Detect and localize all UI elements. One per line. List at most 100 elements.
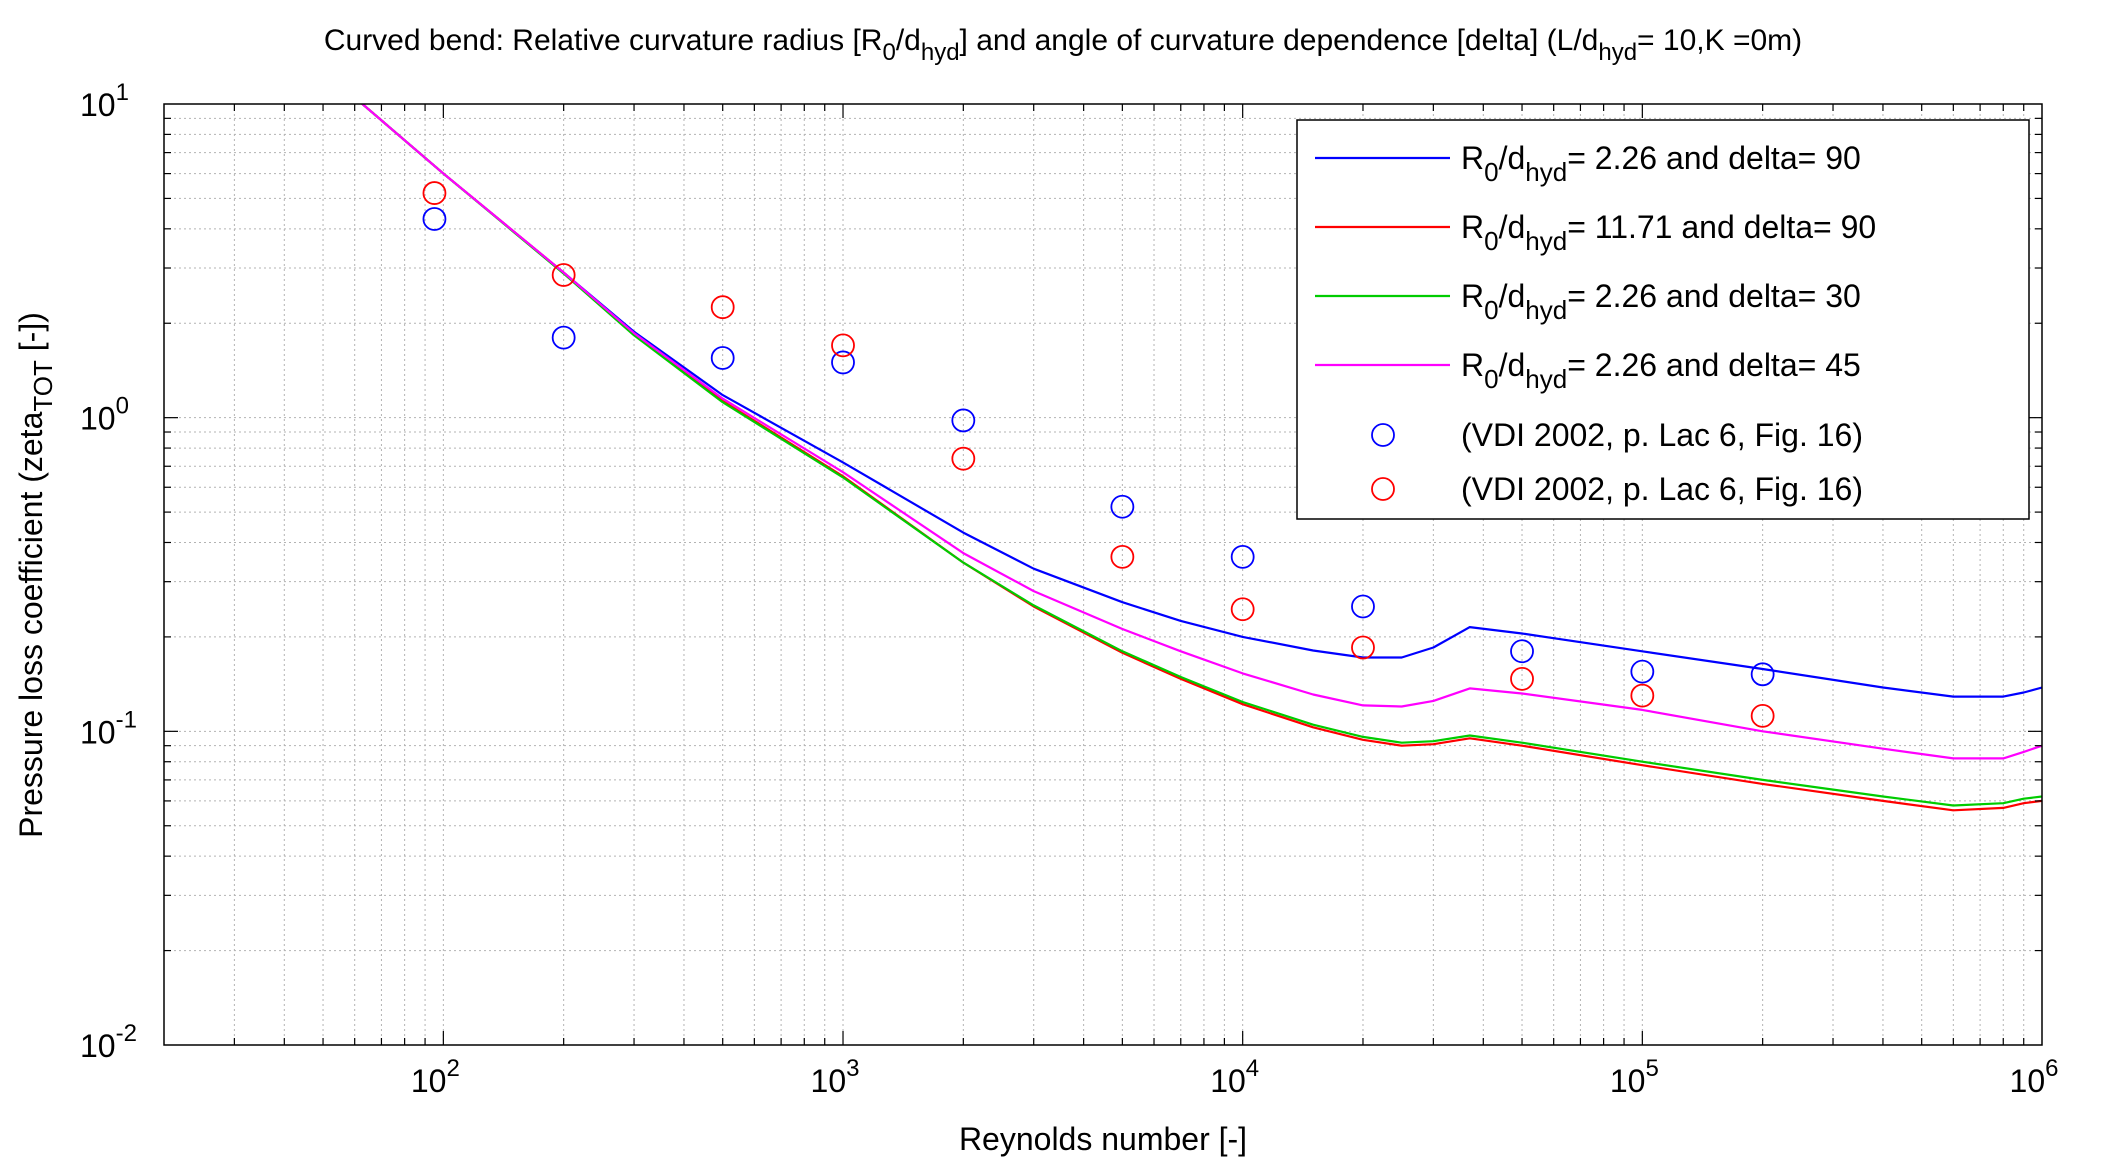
series-layer	[360, 104, 2042, 812]
data-point-5	[831, 333, 855, 358]
data-point-5	[1510, 666, 1534, 691]
data-point-5	[710, 295, 735, 320]
data-point-5	[1110, 544, 1135, 569]
legend-box	[1296, 119, 2030, 520]
data-point-4	[831, 350, 855, 375]
x-tick-label: 104	[1210, 1055, 1259, 1099]
x-tick-label: 102	[411, 1055, 460, 1099]
y-label-end: [-])	[13, 312, 49, 360]
legend-text: = 2.26 and delta= 30	[1567, 278, 1861, 314]
legend-text: R	[1461, 278, 1484, 314]
plot-frame	[163, 103, 2043, 1046]
legend-text: R	[1461, 140, 1484, 176]
data-point-4	[1510, 639, 1534, 664]
x-tick-base: 10	[811, 1063, 847, 1099]
legend-label: R0/dhyd= 2.26 and delta= 45	[1461, 347, 1861, 394]
x-tick-exp: 6	[2045, 1055, 2058, 1082]
data-point-4	[1230, 544, 1255, 569]
x-tick-labels: 102 103 104 105 106	[411, 1055, 2059, 1099]
legend-sub: 0	[1484, 157, 1498, 187]
legend-text: /d	[1499, 347, 1526, 383]
legend-marker-sample	[1371, 477, 1395, 501]
title-sub-1: 0	[882, 39, 895, 66]
y-tick-exp: 1	[116, 79, 129, 106]
title-part-3: ] and angle of curvature dependence [del…	[960, 24, 1599, 57]
data-point-5	[1630, 683, 1655, 708]
x-tick-label: 103	[811, 1055, 860, 1099]
legend-sub: hyd	[1525, 295, 1567, 325]
x-tick-base: 10	[2010, 1063, 2046, 1099]
x-tick-base: 10	[411, 1063, 447, 1099]
y-tick-label: 100	[80, 393, 129, 437]
legend-text: (VDI 2002, p. Lac 6, Fig. 16)	[1461, 417, 1863, 453]
legend-text: /d	[1499, 140, 1526, 176]
x-tick-label: 106	[2010, 1055, 2059, 1099]
legend-text: /d	[1499, 209, 1526, 245]
title-part-1: Curved bend: Relative curvature radius […	[324, 24, 883, 57]
chart-title: Curved bend: Relative curvature radius […	[324, 24, 1802, 66]
legend-text: (VDI 2002, p. Lac 6, Fig. 16)	[1461, 471, 1863, 507]
data-point-5	[1351, 635, 1375, 660]
x-tick-base: 10	[1210, 1063, 1246, 1099]
x-tick-base: 10	[1610, 1063, 1646, 1099]
y-tick-exp: -1	[116, 706, 137, 733]
x-tick-exp: 2	[446, 1055, 459, 1082]
legend-label: R0/dhyd= 11.71 and delta= 90	[1461, 209, 1876, 256]
legend-text: /d	[1499, 278, 1526, 314]
series-line-0	[360, 104, 2042, 698]
x-axis-label: Reynolds number [-]	[959, 1121, 1247, 1157]
x-tick-exp: 5	[1645, 1055, 1658, 1082]
title-part-2: /d	[896, 24, 921, 57]
y-tick-exp: -2	[116, 1020, 137, 1047]
data-point-5	[422, 181, 447, 205]
series-line-2	[360, 104, 2042, 807]
data-point-5	[551, 263, 576, 287]
y-label-main: Pressure loss coefficient (zeta	[13, 411, 49, 837]
y-tick-exp: 0	[116, 393, 129, 420]
x-tick-exp: 3	[846, 1055, 859, 1082]
data-point-4	[951, 408, 976, 433]
legend-text: = 11.71 and delta= 90	[1567, 209, 1876, 245]
data-point-4	[1351, 594, 1375, 619]
data-point-5	[951, 446, 976, 471]
y-tick-base: 10	[80, 714, 116, 750]
legend-sub: 0	[1484, 364, 1498, 394]
tick-marks	[164, 104, 2042, 1045]
y-tick-base: 10	[80, 1028, 116, 1064]
y-tick-label: 10-2	[80, 1020, 137, 1064]
legend-sub: 0	[1484, 295, 1498, 325]
y-tick-label: 101	[80, 79, 129, 123]
series-line-3	[360, 104, 2042, 760]
data-point-4	[710, 346, 735, 370]
legend-text: R	[1461, 209, 1484, 245]
x-tick-label: 105	[1610, 1055, 1659, 1099]
legend-sub: hyd	[1525, 157, 1567, 187]
legend-text: = 2.26 and delta= 45	[1567, 347, 1861, 383]
data-point-4	[1110, 494, 1135, 519]
y-axis-label: Pressure loss coefficient (zetaTOT [-])	[13, 312, 58, 838]
legend-label: (VDI 2002, p. Lac 6, Fig. 16)	[1461, 417, 1863, 453]
legend-text: = 2.26 and delta= 90	[1567, 140, 1861, 176]
legend-label: (VDI 2002, p. Lac 6, Fig. 16)	[1461, 471, 1863, 507]
legend-label: R0/dhyd= 2.26 and delta= 30	[1461, 278, 1861, 325]
y-tick-base: 10	[80, 87, 116, 123]
data-point-4	[1750, 662, 1775, 687]
y-tick-label: 10-1	[80, 706, 137, 750]
legend-sub: 0	[1484, 226, 1498, 256]
title-sub-3: hyd	[1598, 39, 1637, 66]
data-point-5	[1750, 703, 1775, 728]
legend-sub: hyd	[1525, 364, 1567, 394]
title-part-4: = 10,K =0m)	[1637, 24, 1802, 57]
legend-sub: hyd	[1525, 226, 1567, 256]
title-sub-2: hyd	[921, 39, 960, 66]
data-point-4	[422, 207, 447, 231]
y-tick-base: 10	[80, 401, 116, 437]
legend-label: R0/dhyd= 2.26 and delta= 90	[1461, 140, 1861, 187]
data-point-5	[1230, 597, 1255, 622]
y-label-sub: TOT	[28, 360, 58, 412]
data-point-4	[1630, 659, 1655, 684]
data-point-4	[551, 325, 576, 350]
